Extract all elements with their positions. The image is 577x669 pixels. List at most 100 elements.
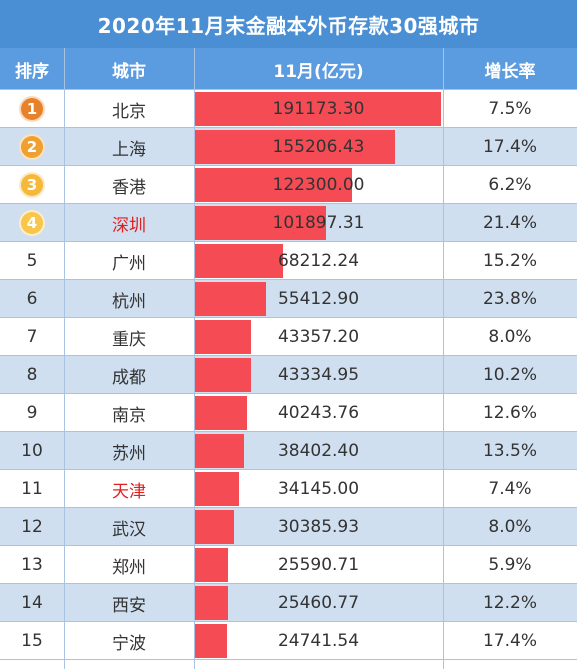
value-cell: 101897.31 — [194, 204, 443, 242]
row-divider — [0, 279, 577, 280]
table-row: 2 上海 155206.43 17.4% — [0, 128, 577, 166]
city-cell: 成都 — [112, 367, 146, 388]
rank-cell: 15 — [0, 622, 64, 660]
value-bar — [195, 244, 283, 278]
growth-cell: 21.4% — [482, 213, 537, 233]
city-cell: 广州 — [112, 253, 146, 274]
value-label: 55412.90 — [277, 289, 360, 309]
row-divider — [0, 469, 577, 470]
city-cell: 上海 — [112, 139, 146, 160]
value-label: 43334.95 — [277, 365, 360, 385]
row-divider — [0, 583, 577, 584]
growth-cell: 8.0% — [488, 327, 532, 347]
rank-cell: 14 — [0, 584, 64, 622]
rank-cell: 10 — [0, 432, 64, 470]
growth-cell: 7.4% — [488, 479, 532, 499]
value-cell: 24741.54 — [194, 622, 443, 660]
row-divider — [0, 659, 577, 660]
value-cell: 38402.40 — [194, 432, 443, 470]
value-label: 24741.54 — [277, 631, 360, 651]
value-label: 30385.93 — [277, 517, 360, 537]
value-cell: 43357.20 — [194, 318, 443, 356]
value-bar — [195, 586, 228, 620]
row-divider — [0, 355, 577, 356]
city-cell: 武汉 — [112, 519, 146, 540]
value-label: 122300.00 — [272, 175, 365, 195]
value-cell: 30385.93 — [194, 508, 443, 546]
table-row: 7 重庆 43357.20 8.0% — [0, 318, 577, 356]
rank-label: 14 — [21, 593, 43, 613]
value-bar — [195, 396, 247, 430]
rank-cell: 13 — [0, 546, 64, 584]
table-row: 11 天津 34145.00 7.4% — [0, 470, 577, 508]
header-rank: 排序 — [0, 48, 64, 90]
value-bar — [195, 434, 244, 468]
table-row: 14 西安 25460.77 12.2% — [0, 584, 577, 622]
rank-cell: 3 — [0, 166, 64, 204]
rank-cell: 9 — [0, 394, 64, 432]
table-title: 2020年11月末金融本外币存款30强城市 — [0, 0, 577, 48]
value-bar — [195, 92, 441, 126]
growth-cell: 12.6% — [482, 403, 537, 423]
column-divider — [194, 48, 195, 669]
value-bar — [195, 510, 234, 544]
value-label: 34145.00 — [277, 479, 360, 499]
value-label: 101897.31 — [272, 213, 365, 233]
value-cell: 155206.43 — [194, 128, 443, 166]
city-cell: 北京 — [112, 101, 146, 122]
growth-cell: 5.9% — [488, 555, 532, 575]
header-value: 11月(亿元) — [194, 48, 443, 90]
value-cell: 43334.95 — [194, 356, 443, 394]
city-cell: 南京 — [112, 405, 146, 426]
rank-badge: 1 — [19, 96, 45, 122]
table-row: 12 武汉 30385.93 8.0% — [0, 508, 577, 546]
rank-cell: 2 — [0, 128, 64, 166]
rank-label: 7 — [26, 327, 38, 347]
growth-cell: 17.4% — [482, 631, 537, 651]
value-bar — [195, 624, 227, 658]
column-divider — [64, 48, 65, 669]
rank-label: 11 — [21, 479, 43, 499]
rank-cell: 8 — [0, 356, 64, 394]
rank-label: 5 — [26, 251, 38, 271]
row-divider — [0, 317, 577, 318]
row-divider — [0, 431, 577, 432]
value-label: 68212.24 — [277, 251, 360, 271]
value-cell: 25590.71 — [194, 546, 443, 584]
rank-label: 12 — [21, 517, 43, 537]
rank-label: 15 — [21, 631, 43, 651]
value-label: 43357.20 — [277, 327, 360, 347]
table-row: 8 成都 43334.95 10.2% — [0, 356, 577, 394]
table-row: 1 北京 191173.30 7.5% — [0, 90, 577, 128]
table-row: 4 深圳 101897.31 21.4% — [0, 204, 577, 242]
table-row: 6 杭州 55412.90 23.8% — [0, 280, 577, 318]
city-cell: 宁波 — [112, 633, 146, 654]
header-city: 城市 — [64, 48, 194, 90]
growth-cell: 10.2% — [482, 365, 537, 385]
value-cell: 40243.76 — [194, 394, 443, 432]
row-divider — [0, 127, 577, 128]
row-divider — [0, 545, 577, 546]
rank-label: 8 — [26, 365, 38, 385]
rank-badge: 4 — [19, 210, 45, 236]
city-cell: 郑州 — [112, 557, 146, 578]
row-divider — [0, 621, 577, 622]
growth-cell: 13.5% — [482, 441, 537, 461]
value-cell: 191173.30 — [194, 90, 443, 128]
growth-cell: 7.5% — [488, 99, 532, 119]
table-row: 9 南京 40243.76 12.6% — [0, 394, 577, 432]
value-bar — [195, 320, 251, 354]
growth-cell: 17.4% — [482, 137, 537, 157]
value-bar — [195, 358, 251, 392]
city-cell: 天津 — [112, 481, 146, 502]
row-divider — [0, 393, 577, 394]
rank-label: 10 — [21, 441, 43, 461]
table-row: 15 宁波 24741.54 17.4% — [0, 622, 577, 660]
rank-cell: 11 — [0, 470, 64, 508]
rank-cell: 5 — [0, 242, 64, 280]
row-divider — [0, 203, 577, 204]
rank-cell: 7 — [0, 318, 64, 356]
table-row: 5 广州 68212.24 15.2% — [0, 242, 577, 280]
value-bar — [195, 548, 228, 582]
row-divider — [0, 165, 577, 166]
